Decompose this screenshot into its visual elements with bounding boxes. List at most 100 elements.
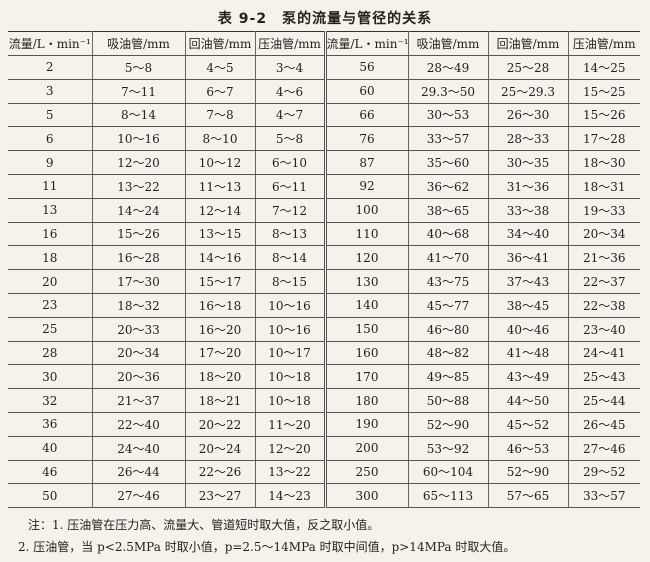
table-cell: 120 bbox=[323, 245, 408, 271]
table-cell: 22～26 bbox=[184, 460, 255, 485]
table-row: 20 17～30 15～17 8～15 130 43～75 37～43 22～37 bbox=[8, 269, 640, 294]
table-cell: 43～75 bbox=[407, 269, 488, 294]
table-cell: 17～28 bbox=[567, 126, 640, 152]
table-cell: 12～20 bbox=[254, 436, 325, 461]
table-cell: 27～46 bbox=[567, 436, 640, 461]
table-cell: 23 bbox=[8, 293, 92, 318]
table-cell: 8～13 bbox=[254, 222, 325, 247]
header-return: 回油管/mm bbox=[184, 31, 255, 56]
table-cell: 40～68 bbox=[407, 222, 488, 247]
table-cell: 22～40 bbox=[91, 412, 185, 437]
table-cell: 87 bbox=[323, 150, 408, 175]
table-cell: 18～21 bbox=[184, 388, 255, 413]
table-cell: 28～49 bbox=[407, 55, 488, 80]
table-row: 32 21～37 18～21 10～18 180 50～88 44～50 25～44 bbox=[8, 388, 640, 413]
table-cell: 40 bbox=[8, 436, 92, 461]
table-cell: 150 bbox=[323, 317, 408, 342]
table-row: 16 15～26 13～15 8～13 110 40～68 34～40 20～34 bbox=[8, 222, 640, 247]
table-cell: 5 bbox=[8, 103, 92, 128]
header-flow: 流量/L・min⁻¹ bbox=[8, 31, 92, 56]
table-cell: 25～28 bbox=[487, 55, 568, 80]
table-cell: 52～90 bbox=[407, 412, 488, 437]
table-row: 5 8～14 7～8 4～7 66 30～53 26～30 15～26 bbox=[8, 103, 640, 128]
table-cell: 300 bbox=[323, 483, 408, 509]
table-cell: 25～29.3 bbox=[487, 79, 568, 104]
table-row: 23 18～32 16～18 10～16 140 45～77 38～45 22～38 bbox=[8, 293, 640, 318]
table-cell: 48～82 bbox=[407, 341, 488, 366]
table-row: 18 16～28 14～16 8～14 120 41～70 36～41 21～36 bbox=[8, 245, 640, 271]
table-cell: 30～35 bbox=[487, 150, 568, 175]
table-cell: 5～8 bbox=[91, 55, 185, 80]
table-cell: 18～20 bbox=[184, 364, 255, 390]
table-row: 46 26～44 22～26 13～22 250 60～104 52～90 29～52 bbox=[8, 460, 640, 485]
table-cell: 36～62 bbox=[407, 174, 488, 199]
table-cell: 50～88 bbox=[407, 388, 488, 413]
table-cell: 20～22 bbox=[184, 412, 255, 437]
table-cell: 180 bbox=[323, 388, 408, 413]
table-cell: 20～36 bbox=[91, 364, 185, 390]
table-cell: 41～70 bbox=[407, 245, 488, 271]
table-cell: 10～16 bbox=[254, 317, 325, 342]
table-cell: 56 bbox=[323, 55, 408, 80]
table-row: 50 27～46 23～27 14～23 300 65～113 57～65 33～57 bbox=[8, 483, 640, 509]
table-cell: 23～40 bbox=[567, 317, 640, 342]
table-cell: 15～26 bbox=[91, 222, 185, 247]
table-row: 28 20～34 17～20 10～17 160 48～82 41～48 24～41 bbox=[8, 341, 640, 366]
header-row: 流量/L・min⁻¹ 吸油管/mm 回油管/mm 压油管/mm 流量/L・min… bbox=[8, 31, 640, 56]
header-suction: 吸油管/mm bbox=[407, 31, 488, 56]
table-cell: 46～53 bbox=[487, 436, 568, 461]
table-cell: 10～12 bbox=[184, 150, 255, 175]
table-cell: 22～38 bbox=[567, 293, 640, 318]
pump-flow-pipe-diameter-table: 流量/L・min⁻¹ 吸油管/mm 回油管/mm 压油管/mm 流量/L・min… bbox=[8, 31, 640, 509]
table-cell: 92 bbox=[323, 174, 408, 199]
header-suction: 吸油管/mm bbox=[91, 31, 185, 56]
table-cell: 33～38 bbox=[487, 198, 568, 223]
table-cell: 24～40 bbox=[91, 436, 185, 461]
table-cell: 12～20 bbox=[91, 150, 185, 175]
table-cell: 23～27 bbox=[184, 483, 255, 509]
table-cell: 29.3～50 bbox=[407, 79, 488, 104]
table-row: 40 24～40 20～24 12～20 200 53～92 46～53 27～46 bbox=[8, 436, 640, 461]
table-cell: 160 bbox=[323, 341, 408, 366]
table-cell: 37～43 bbox=[487, 269, 568, 294]
note-1: 注：1. 压油管在压力高、流量大、管道短时取大值，反之取小值。 bbox=[28, 518, 380, 532]
table-cell: 43～49 bbox=[487, 364, 568, 390]
table-row: 30 20～36 18～20 10～18 170 49～85 43～49 25～43 bbox=[8, 364, 640, 390]
table-cell: 45～52 bbox=[487, 412, 568, 437]
table-cell: 100 bbox=[323, 198, 408, 223]
table-cell: 15～26 bbox=[567, 103, 640, 128]
table-cell: 110 bbox=[323, 222, 408, 247]
table-cell: 6～10 bbox=[254, 150, 325, 175]
table-cell: 2 bbox=[8, 55, 92, 80]
table-cell: 18～31 bbox=[567, 174, 640, 199]
table-cell: 46～80 bbox=[407, 317, 488, 342]
table-cell: 20～33 bbox=[91, 317, 185, 342]
table-cell: 3 bbox=[8, 79, 92, 104]
table-cell: 17～20 bbox=[184, 341, 255, 366]
table-cell: 30 bbox=[8, 364, 92, 390]
table-cell: 7～8 bbox=[184, 103, 255, 128]
table-cell: 34～40 bbox=[487, 222, 568, 247]
table-cell: 20 bbox=[8, 269, 92, 294]
table-cell: 20～24 bbox=[184, 436, 255, 461]
table-cell: 9 bbox=[8, 150, 92, 175]
table-cell: 35～60 bbox=[407, 150, 488, 175]
header-return: 回油管/mm bbox=[487, 31, 568, 56]
table-cell: 20～34 bbox=[567, 222, 640, 247]
table-cell: 25～43 bbox=[567, 364, 640, 390]
table-cell: 66 bbox=[323, 103, 408, 128]
table-cell: 10～16 bbox=[254, 293, 325, 318]
table-cell: 16 bbox=[8, 222, 92, 247]
table-cell: 22～37 bbox=[567, 269, 640, 294]
table-row: 2 5～8 4～5 3～4 56 28～49 25～28 14～25 bbox=[8, 55, 640, 80]
table-cell: 13～15 bbox=[184, 222, 255, 247]
table-cell: 11～13 bbox=[184, 174, 255, 199]
table-cell: 6～11 bbox=[254, 174, 325, 199]
table-cell: 11～20 bbox=[254, 412, 325, 437]
table-cell: 28 bbox=[8, 341, 92, 366]
header-pressure: 压油管/mm bbox=[254, 31, 325, 56]
table-cell: 8～15 bbox=[254, 269, 325, 294]
table-cell: 13～22 bbox=[254, 460, 325, 485]
table-cell: 130 bbox=[323, 269, 408, 294]
table-cell: 26～44 bbox=[91, 460, 185, 485]
